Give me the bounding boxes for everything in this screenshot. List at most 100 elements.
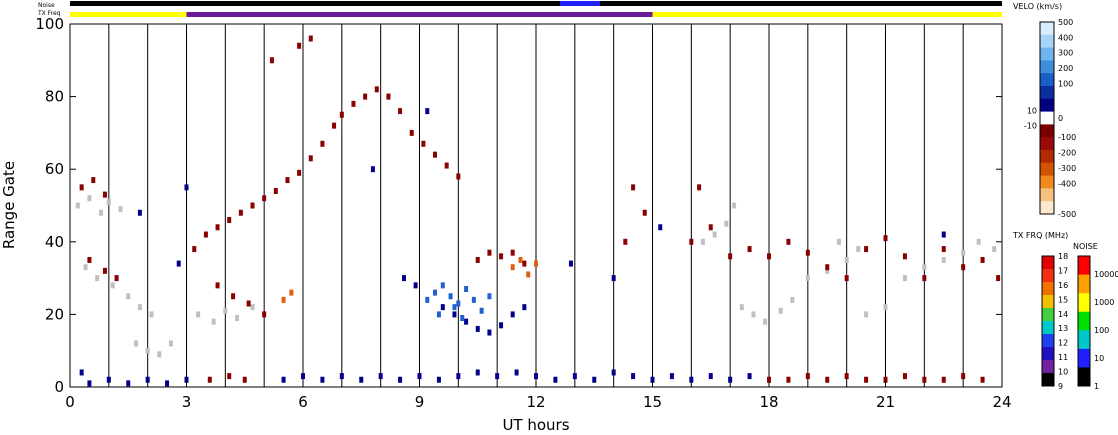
- data-point-0-21: [712, 231, 717, 238]
- velocity-swatch-10: [1040, 150, 1054, 164]
- data-point-1-53: [883, 235, 888, 242]
- data-point-0-10: [149, 311, 154, 318]
- data-point-1-2: [102, 191, 107, 198]
- velocity-tick-6: 0: [1058, 114, 1063, 123]
- data-point-1-17: [320, 140, 325, 147]
- data-point-1-14: [285, 177, 290, 184]
- data-point-2-9: [339, 373, 344, 380]
- data-point-3-1: [433, 289, 438, 296]
- velocity-tick-9: -200: [1058, 149, 1076, 158]
- data-point-3-4: [456, 300, 461, 307]
- data-point-2-1: [106, 376, 111, 383]
- noise-swatch-4: [1078, 330, 1090, 350]
- txfrq-swatch-8: [1042, 360, 1054, 374]
- data-point-0-8: [126, 293, 131, 300]
- data-point-0-39: [992, 246, 997, 253]
- data-point-1-26: [421, 140, 426, 147]
- velocity-swatch-9: [1040, 137, 1054, 151]
- x-tick-label-8: 24: [992, 393, 1011, 411]
- x-tick-label-4: 12: [526, 393, 545, 411]
- data-point-2-23: [611, 369, 616, 376]
- data-point-2-32: [452, 311, 457, 318]
- data-point-2-44: [611, 275, 616, 282]
- data-point-2-31: [440, 304, 445, 311]
- data-point-0-3: [106, 198, 111, 205]
- data-point-1-58: [980, 256, 985, 263]
- data-point-2-37: [510, 311, 515, 318]
- data-point-1-6: [192, 246, 197, 253]
- noise-swatch-0: [1078, 256, 1090, 276]
- velocity-swatch-3: [1040, 60, 1054, 74]
- data-point-2-30: [747, 373, 752, 380]
- data-point-4-5: [289, 289, 294, 296]
- data-point-2-43: [568, 260, 573, 267]
- data-point-2-45: [658, 224, 663, 231]
- velocity-swatch-4: [1040, 73, 1054, 87]
- data-point-2-25: [650, 376, 655, 383]
- data-point-1-54: [902, 253, 907, 260]
- data-point-1-74: [242, 376, 247, 383]
- noise-scale: 10000 1000 100 10 1: [1077, 255, 1118, 391]
- velocity-scale-frame: [1039, 21, 1055, 215]
- data-point-1-38: [262, 311, 267, 318]
- data-point-1-41: [642, 209, 647, 216]
- data-point-1-48: [786, 238, 791, 245]
- velocity-swatch-11: [1040, 162, 1054, 177]
- txfrq-scale-frame: [1041, 255, 1055, 387]
- txfrq-swatch-9: [1042, 373, 1054, 387]
- data-point-1-61: [786, 376, 791, 383]
- x-tick-label-3: 9: [415, 393, 425, 411]
- data-point-1-22: [374, 86, 379, 93]
- data-point-0-28: [790, 296, 795, 303]
- data-point-2-27: [689, 376, 694, 383]
- velocity-swatch-6: [1040, 98, 1054, 113]
- noise-tick-2: 100: [1094, 326, 1109, 335]
- data-point-0-36: [941, 256, 946, 263]
- y-tick-label-2: 40: [45, 233, 64, 251]
- y-tick-label-3: 60: [45, 160, 64, 178]
- velocity-swatch-14: [1040, 201, 1054, 215]
- noise-swatch-3: [1078, 311, 1090, 331]
- data-point-1-67: [902, 373, 907, 380]
- data-point-0-31: [844, 256, 849, 263]
- txfrq-tick-5: 13: [1058, 324, 1068, 333]
- data-point-1-16: [308, 155, 313, 162]
- data-point-1-34: [522, 260, 527, 267]
- data-point-2-40: [413, 282, 418, 289]
- data-point-1-56: [941, 246, 946, 253]
- data-point-2-26: [669, 373, 674, 380]
- velocity-swatch-13: [1040, 188, 1054, 202]
- noise-bar-blue-segment: [560, 1, 600, 6]
- data-point-2-48: [79, 369, 84, 376]
- velocity-tick-0: 500: [1058, 18, 1073, 27]
- noise-swatch-6: [1078, 367, 1090, 387]
- txfrq-tick-0: 18: [1058, 252, 1068, 261]
- data-point-1-60: [767, 376, 771, 383]
- data-point-0-12: [145, 347, 150, 354]
- txfrq-swatch-6: [1042, 334, 1054, 348]
- data-point-2-15: [456, 373, 461, 380]
- data-point-3-11: [460, 315, 465, 322]
- data-points: [75, 35, 1001, 387]
- velocity-tick-10: -300: [1058, 164, 1076, 173]
- data-point-1-18: [332, 122, 337, 129]
- data-point-0-1: [87, 195, 92, 202]
- data-point-1-23: [386, 93, 391, 100]
- noise-label: Noise: [38, 2, 55, 9]
- data-point-1-0: [79, 184, 84, 191]
- data-point-1-44: [708, 224, 713, 231]
- noise-tick-1: 1000: [1094, 298, 1114, 307]
- x-tick-label-0: 0: [65, 393, 75, 411]
- data-point-2-28: [708, 373, 713, 380]
- data-point-0-20: [700, 238, 705, 245]
- data-point-1-36: [231, 293, 236, 300]
- data-point-0-29: [805, 275, 810, 282]
- data-point-3-8: [487, 293, 492, 300]
- data-point-0-34: [902, 275, 907, 282]
- x-ticks: 0 3 6 9 12 15 18 21 24: [65, 381, 1012, 411]
- data-point-2-22: [592, 376, 597, 383]
- data-point-1-35: [215, 282, 220, 289]
- txfrq-tick-1: 17: [1058, 266, 1068, 275]
- data-point-2-46: [176, 260, 181, 267]
